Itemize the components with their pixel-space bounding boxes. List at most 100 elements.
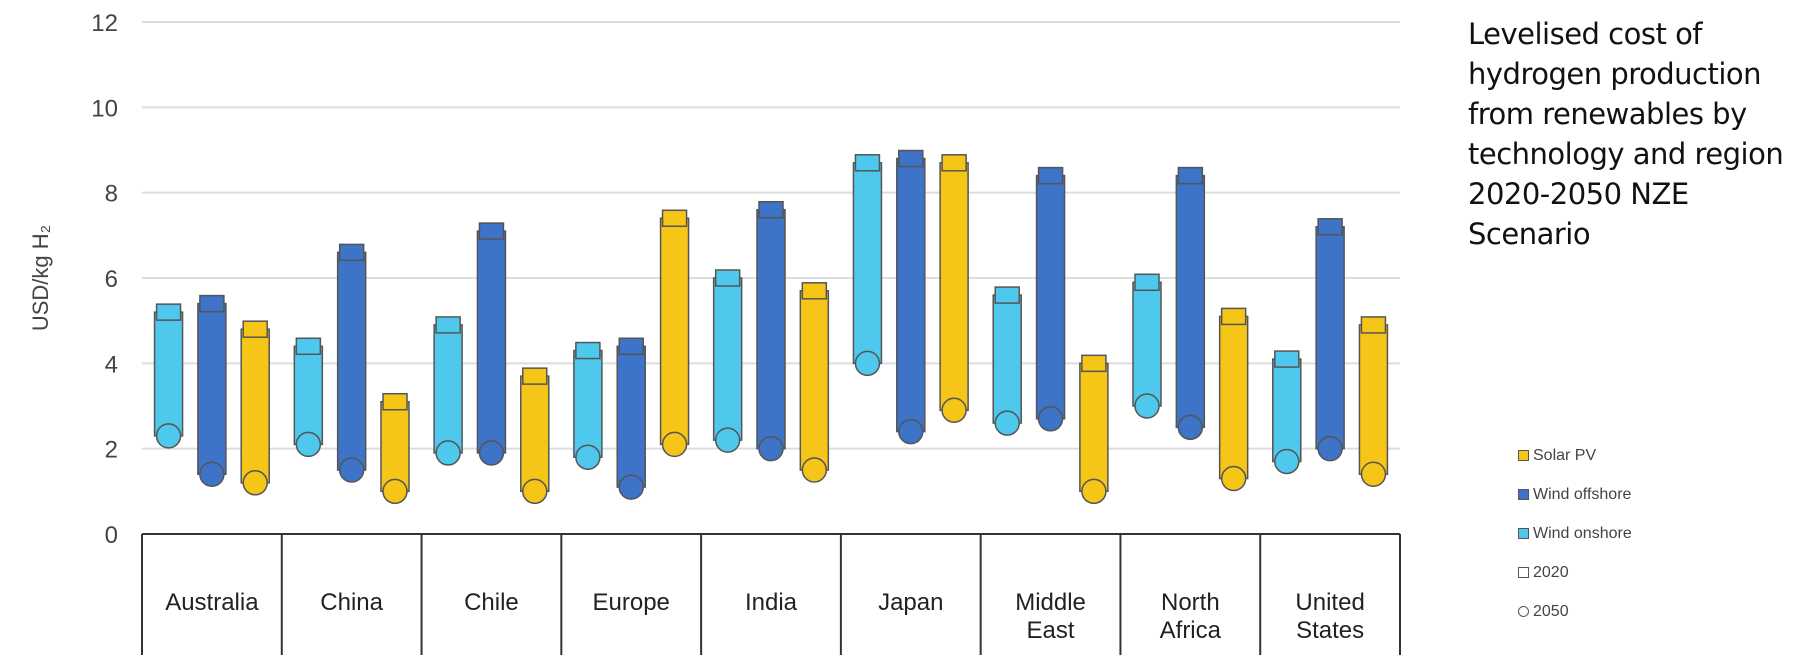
legend-label: 2020 <box>1533 563 1569 581</box>
y-tick-label: 4 <box>105 351 118 378</box>
marker-2020 <box>994 286 1020 304</box>
marker-2020 <box>199 294 225 313</box>
range-bar <box>476 222 507 466</box>
marker-2020 <box>522 367 548 385</box>
marker-2020 <box>714 269 741 287</box>
range-bar-body <box>1079 362 1109 493</box>
marker-2050 <box>941 397 967 424</box>
marker-2050 <box>898 418 924 445</box>
range-bar-body <box>896 157 926 433</box>
legend-circle-icon <box>1518 606 1529 617</box>
marker-2020 <box>1177 166 1204 185</box>
marker-2020 <box>1134 273 1160 292</box>
y-tick-label: 10 <box>91 95 118 122</box>
marker-2020 <box>1317 218 1343 236</box>
x-tick-label: North Africa <box>1160 589 1222 644</box>
range-bar <box>520 367 550 505</box>
range-bar-body <box>1175 174 1206 429</box>
legend-item: Wind offshore <box>1518 475 1778 514</box>
marker-2020 <box>338 243 365 262</box>
y-tick-label: 12 <box>91 10 118 37</box>
marker-2020 <box>898 149 924 168</box>
marker-2050 <box>242 470 268 496</box>
marker-2020 <box>854 154 881 172</box>
range-bar <box>1079 354 1109 505</box>
marker-2050 <box>854 350 881 377</box>
y-tick-label: 8 <box>105 181 118 208</box>
marker-2050 <box>801 457 828 483</box>
marker-2050 <box>1177 414 1204 441</box>
marker-2020 <box>1360 316 1387 334</box>
marker-2020 <box>758 200 784 219</box>
marker-2050 <box>758 435 784 462</box>
marker-2020 <box>382 392 408 411</box>
range-bar <box>896 149 926 445</box>
chart-side-title: Levelised cost of hydrogen production fr… <box>1468 17 1784 251</box>
range-bar-body <box>293 345 324 446</box>
x-tick-label: Middle East <box>1015 589 1086 644</box>
range-bar-body <box>712 277 743 441</box>
legend-swatch-icon <box>1518 528 1529 539</box>
range-bar-body <box>992 294 1022 424</box>
legend-label: 2050 <box>1533 602 1569 620</box>
marker-2020 <box>661 209 688 228</box>
marker-2020 <box>1081 354 1107 373</box>
x-tick-label: China <box>320 589 383 616</box>
marker-2050 <box>295 431 322 458</box>
range-bar-body <box>1272 358 1302 463</box>
range-bar <box>380 392 410 505</box>
range-bar-body <box>756 208 786 450</box>
range-bar-body <box>799 290 830 471</box>
range-bar <box>756 200 786 462</box>
range-bar-body <box>1358 324 1389 476</box>
legend-item: 2020 <box>1518 553 1778 592</box>
marker-2050 <box>1317 435 1343 462</box>
range-bar-body <box>1315 226 1345 450</box>
y-tick-label: 2 <box>105 437 118 464</box>
legend-item: Wind onshore <box>1518 514 1778 553</box>
range-bar-body <box>1218 315 1249 480</box>
range-bar-body <box>336 251 367 471</box>
range-bar-body <box>852 162 883 365</box>
legend-swatch-icon <box>1518 567 1529 578</box>
range-bar-body <box>476 230 507 454</box>
range-bar <box>1272 350 1302 475</box>
marker-2020 <box>1274 350 1300 368</box>
range-bar <box>1358 316 1389 488</box>
x-tick-label: Europe <box>593 589 670 616</box>
y-tick-label: 0 <box>105 522 118 549</box>
marker-2020 <box>575 341 601 360</box>
marker-2020 <box>295 337 322 356</box>
legend-swatch-icon <box>1518 489 1529 500</box>
marker-2050 <box>994 410 1020 436</box>
range-bar <box>1315 218 1345 462</box>
range-bar <box>992 286 1022 436</box>
range-bar <box>799 282 830 483</box>
range-bar <box>939 154 969 424</box>
legend-label: Wind onshore <box>1533 524 1632 542</box>
range-bar <box>240 320 270 496</box>
marker-2020 <box>242 320 268 338</box>
marker-2020 <box>618 337 644 356</box>
marker-2050 <box>478 440 505 466</box>
marker-2050 <box>1081 478 1107 505</box>
marker-2050 <box>382 478 408 505</box>
marker-2020 <box>1220 307 1247 326</box>
range-bar-body <box>433 324 463 454</box>
range-bar <box>153 303 184 449</box>
range-bar <box>1132 273 1162 419</box>
marker-2020 <box>801 282 828 300</box>
x-tick-label: United States <box>1295 589 1364 644</box>
range-bar-body <box>197 302 227 476</box>
marker-2020 <box>155 303 182 321</box>
x-tick-label: Japan <box>878 589 943 616</box>
legend-label: Wind offshore <box>1533 485 1632 503</box>
marker-2050 <box>1134 393 1160 419</box>
range-bar-body <box>939 162 969 412</box>
range-bar-body <box>1035 174 1066 420</box>
y-axis-title: USD/kg H₂ <box>28 225 53 331</box>
range-bar <box>197 294 227 488</box>
marker-2050 <box>1037 406 1064 432</box>
range-bar <box>659 209 690 458</box>
